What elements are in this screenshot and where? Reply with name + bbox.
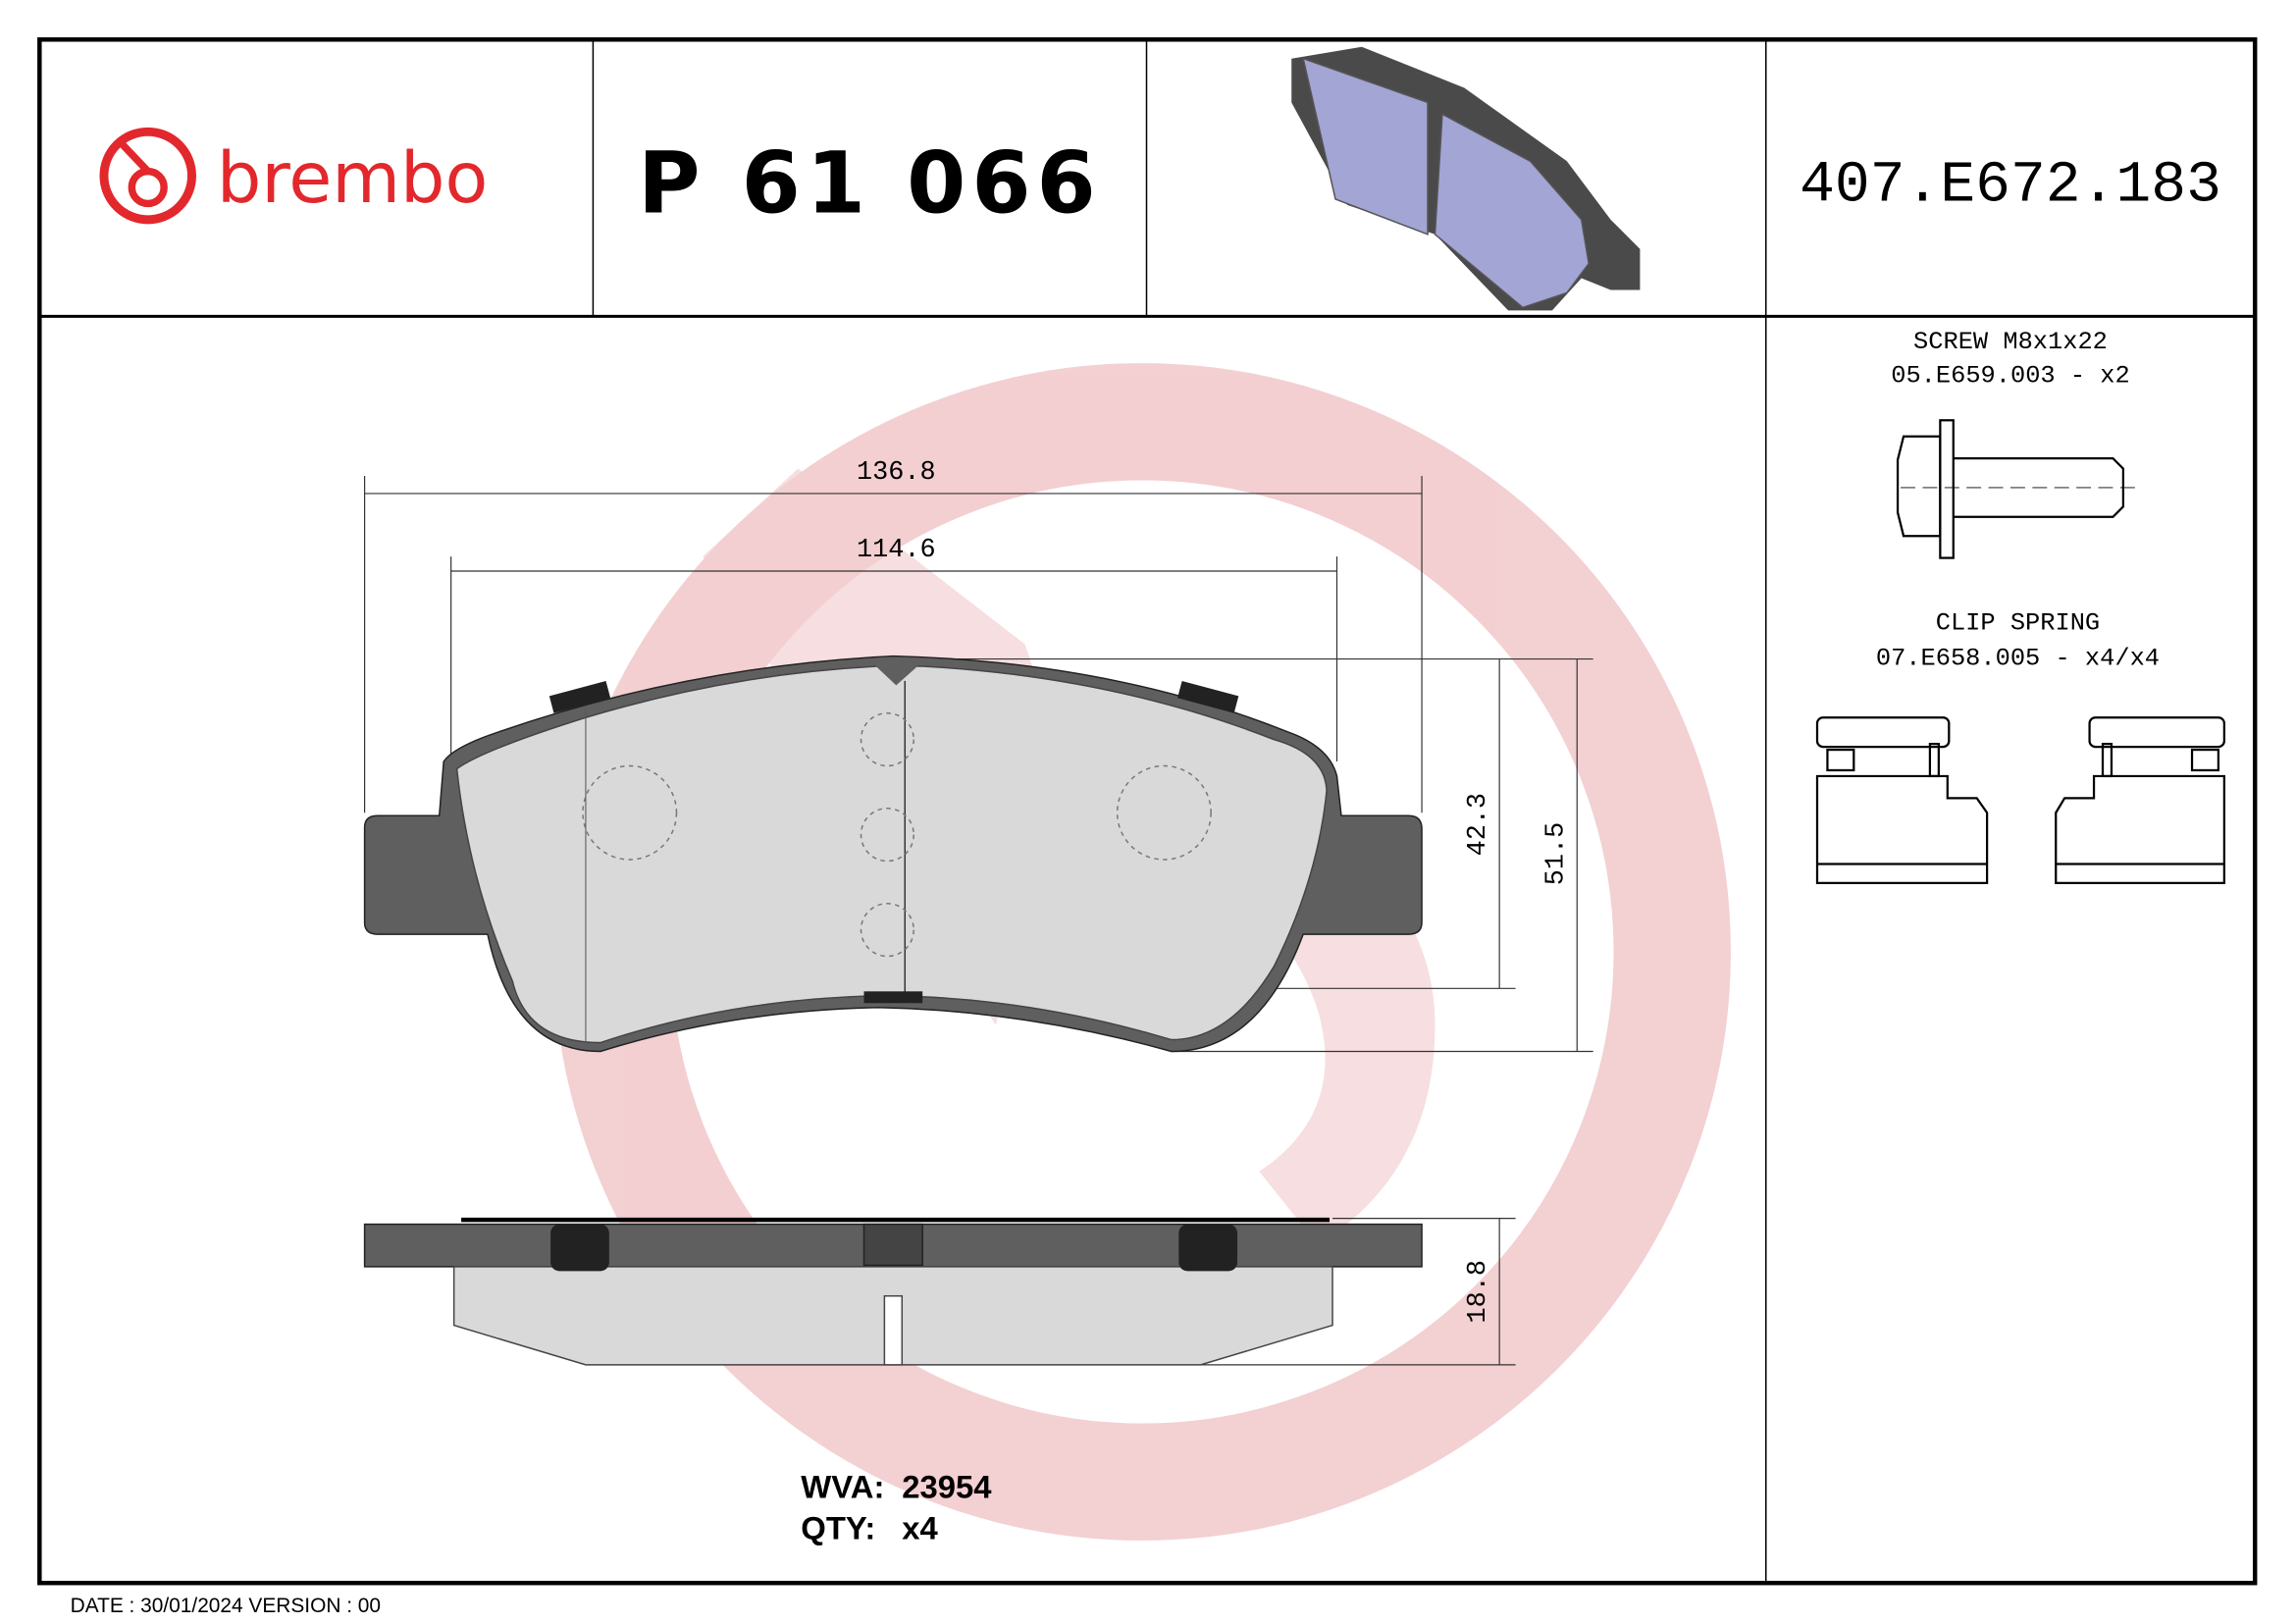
- pad-side-view: [363, 1217, 1423, 1366]
- brembo-logo-icon: [99, 127, 196, 225]
- dim-overall-height: 51.5: [1541, 822, 1571, 885]
- clip-spring-name: CLIP SPRING: [1936, 609, 2100, 638]
- clip-spring-code: 07.E658.005 - x4/x4: [1876, 645, 2160, 673]
- wva-label: WVA:: [801, 1469, 884, 1505]
- pad-info: WVA: 23954 QTY: x4: [801, 1469, 992, 1546]
- qty-label: QTY:: [801, 1509, 875, 1545]
- dim-friction-width: 114.6: [857, 536, 936, 565]
- drawing-number: 407.E672.183: [1800, 151, 2221, 218]
- clip-spring-icon: [1815, 716, 2225, 884]
- dim-friction-height: 42.3: [1464, 793, 1493, 856]
- pad-render-image: [1291, 46, 1641, 311]
- pad-front-view: [363, 655, 1423, 1053]
- frame: [37, 37, 2258, 1586]
- qty-value: x4: [902, 1509, 938, 1545]
- wva-value: 23954: [902, 1469, 992, 1505]
- dim-overall-width: 136.8: [857, 458, 936, 488]
- brembo-logo: brembo: [99, 127, 488, 225]
- brand-name: brembo: [217, 137, 488, 219]
- part-number: P 61 066: [638, 134, 1102, 233]
- screw-icon: [1896, 419, 2141, 559]
- screw-name: SCREW M8x1x22: [1913, 328, 2108, 356]
- dim-thickness: 18.8: [1464, 1260, 1493, 1323]
- date-version: DATE : 30/01/2024 VERSION : 00: [71, 1595, 381, 1617]
- screw-code: 05.E659.003 - x2: [1891, 361, 2130, 390]
